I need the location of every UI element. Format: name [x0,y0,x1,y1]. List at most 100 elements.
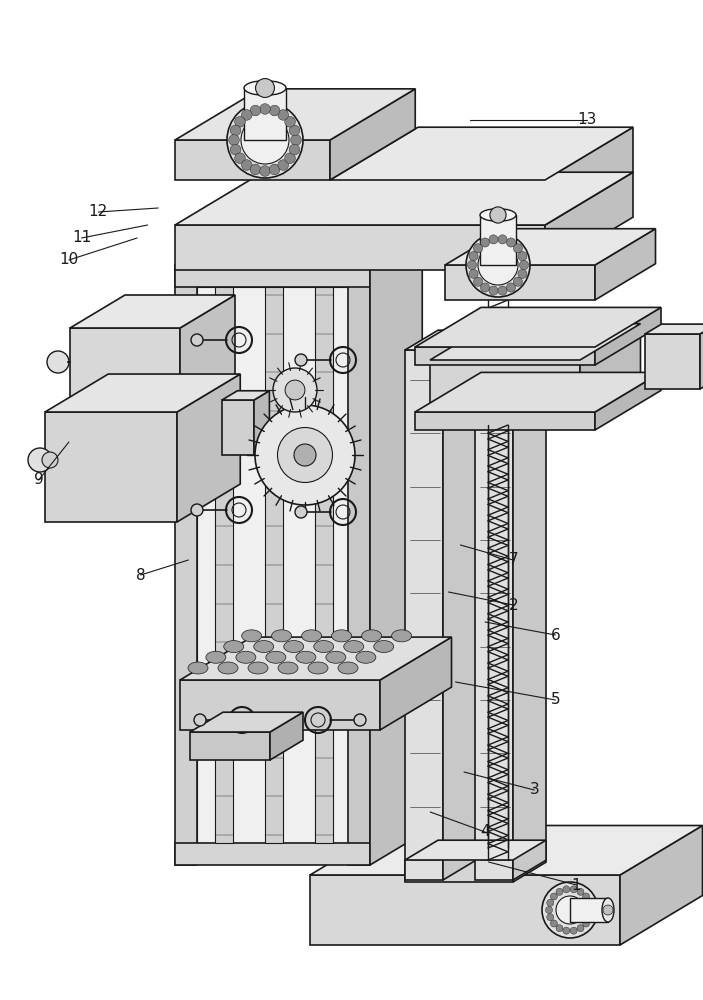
Polygon shape [180,637,451,680]
Circle shape [469,252,478,261]
Circle shape [498,235,507,244]
Polygon shape [443,330,476,880]
Text: 12: 12 [89,205,108,220]
Circle shape [588,906,595,914]
Ellipse shape [302,630,322,642]
Polygon shape [270,712,303,760]
Circle shape [241,116,289,164]
Polygon shape [175,265,197,865]
Polygon shape [310,826,702,875]
Circle shape [586,914,593,921]
Text: 5: 5 [550,692,560,708]
Ellipse shape [602,898,614,922]
Circle shape [556,925,563,932]
Circle shape [513,244,522,253]
Text: 3: 3 [529,782,539,798]
Ellipse shape [244,81,286,95]
Polygon shape [175,172,633,225]
Text: 1: 1 [572,878,581,892]
Ellipse shape [248,662,268,674]
Polygon shape [645,324,703,334]
Polygon shape [190,732,270,760]
Circle shape [255,405,355,505]
Polygon shape [70,295,235,328]
Circle shape [42,452,58,468]
Circle shape [474,244,483,253]
Circle shape [285,116,295,127]
Text: 4: 4 [480,824,490,840]
Polygon shape [405,840,546,860]
Polygon shape [254,391,269,455]
Ellipse shape [218,662,238,674]
Ellipse shape [314,641,334,653]
Polygon shape [405,860,513,882]
Circle shape [191,664,203,676]
Circle shape [354,714,366,726]
Polygon shape [595,229,655,300]
Polygon shape [445,229,655,265]
Circle shape [278,160,288,170]
Circle shape [480,283,489,292]
Circle shape [294,444,316,466]
Text: 13: 13 [577,112,597,127]
Circle shape [295,354,307,366]
Polygon shape [645,334,700,389]
Polygon shape [570,898,608,922]
Circle shape [285,380,305,400]
Circle shape [489,286,498,295]
Circle shape [250,164,261,175]
Polygon shape [415,307,661,347]
Circle shape [278,428,333,483]
Text: 2: 2 [508,597,518,612]
Circle shape [241,110,252,120]
Ellipse shape [242,630,262,642]
Circle shape [269,105,280,116]
Polygon shape [445,265,595,300]
Ellipse shape [278,662,298,674]
Circle shape [583,893,590,900]
Circle shape [556,888,563,895]
Circle shape [520,260,529,270]
Circle shape [518,252,527,261]
Polygon shape [415,372,661,412]
Polygon shape [175,843,370,865]
Circle shape [474,277,483,286]
Ellipse shape [266,651,286,663]
Text: 7: 7 [508,552,518,568]
Polygon shape [415,412,595,430]
Circle shape [490,207,506,223]
Ellipse shape [236,651,256,663]
Circle shape [295,506,307,518]
Circle shape [550,920,557,927]
Polygon shape [430,360,580,425]
Circle shape [586,899,593,906]
Polygon shape [180,680,380,730]
Polygon shape [175,265,370,287]
Circle shape [547,914,554,921]
Polygon shape [513,330,546,880]
Polygon shape [177,374,240,522]
Circle shape [256,79,274,97]
Polygon shape [265,287,283,843]
Circle shape [467,260,477,270]
Circle shape [603,905,613,915]
Ellipse shape [356,651,376,663]
Circle shape [227,102,303,178]
Polygon shape [175,140,330,180]
Circle shape [469,269,478,278]
Circle shape [230,144,241,155]
Polygon shape [330,89,415,180]
Circle shape [259,166,271,176]
Polygon shape [190,712,303,732]
Text: 11: 11 [72,231,91,245]
Polygon shape [380,637,451,730]
Circle shape [550,893,557,900]
Polygon shape [475,330,546,350]
Ellipse shape [392,630,412,642]
Ellipse shape [284,641,304,653]
Circle shape [235,153,245,164]
Polygon shape [513,840,546,882]
Ellipse shape [332,630,352,642]
Circle shape [577,888,584,895]
Ellipse shape [206,651,226,663]
